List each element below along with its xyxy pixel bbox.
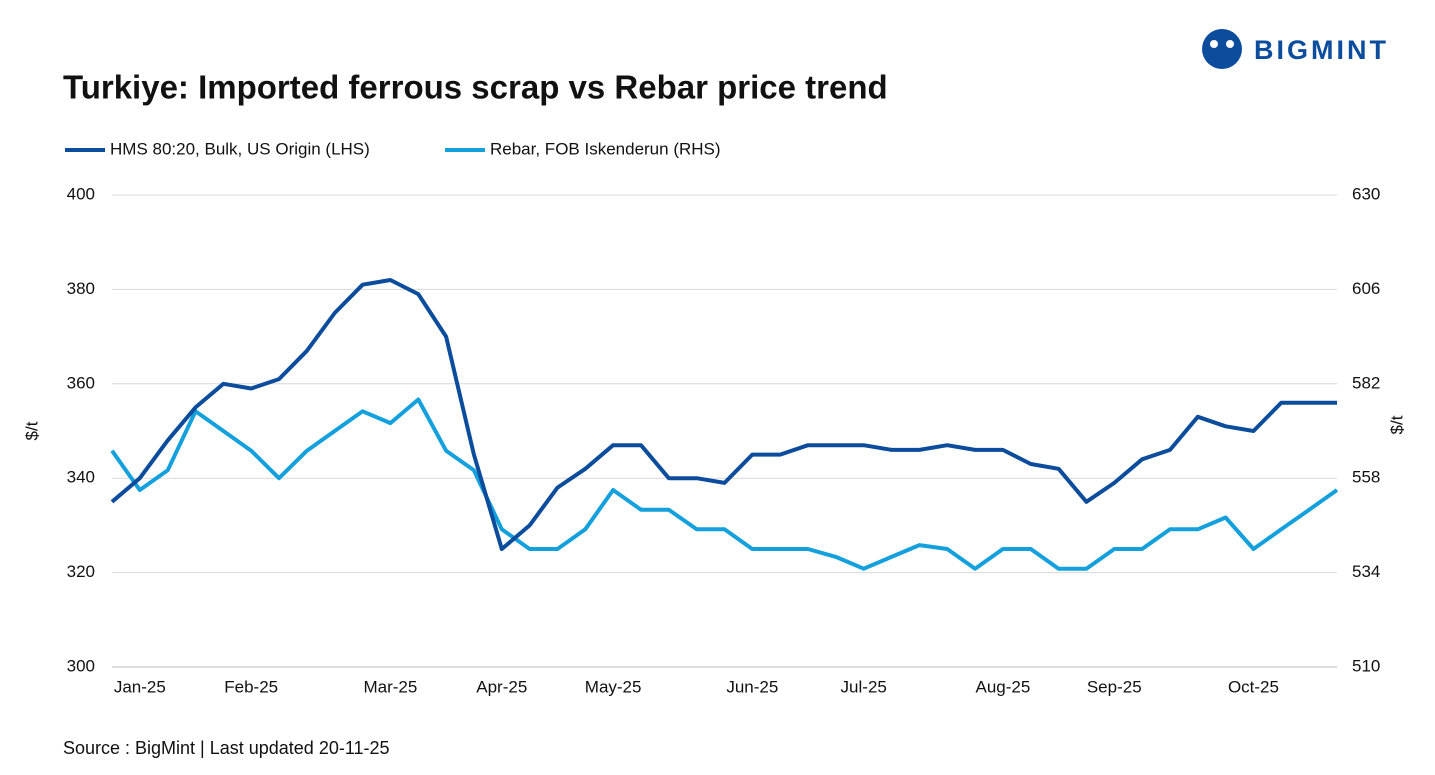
- x-tick-label: Jun-25: [726, 677, 778, 696]
- x-tick-label: Jan-25: [114, 677, 166, 696]
- logo: BIGMINT: [1202, 29, 1389, 69]
- x-tick-label: Jul-25: [841, 677, 887, 696]
- source: Source : BigMint | Last updated 20-11-25: [63, 738, 390, 758]
- y2-axis-label: $/t: [1387, 415, 1406, 434]
- y2-tick-label: 582: [1352, 373, 1380, 392]
- y-tick-label: 360: [67, 373, 95, 392]
- x-tick-label: Aug-25: [975, 677, 1030, 696]
- legend-label: Rebar, FOB Iskenderun (RHS): [490, 139, 721, 158]
- x-tick-label: Sep-25: [1087, 677, 1142, 696]
- legend-label: HMS 80:20, Bulk, US Origin (LHS): [110, 139, 370, 158]
- y-axis-label: $/t: [22, 421, 41, 440]
- series-line: [110, 397, 1339, 571]
- x-tick-label: Oct-25: [1228, 677, 1279, 696]
- logo-icon: [1202, 29, 1242, 69]
- y-tick-label: 320: [67, 562, 95, 581]
- x-tick-label: Apr-25: [476, 677, 527, 696]
- series-line: [110, 278, 1337, 551]
- x-tick-label: May-25: [585, 677, 642, 696]
- logo-text: BIGMINT: [1254, 35, 1389, 65]
- x-tick-label: Mar-25: [363, 677, 417, 696]
- y2-tick-label: 510: [1352, 656, 1380, 675]
- y2-tick-label: 630: [1352, 184, 1380, 203]
- x-tick-label: Feb-25: [224, 677, 278, 696]
- y-tick-label: 400: [67, 184, 95, 203]
- y2-tick-label: 534: [1352, 562, 1380, 581]
- chart-title: Turkiye: Imported ferrous scrap vs Rebar…: [63, 69, 888, 106]
- y-tick-label: 300: [67, 656, 95, 675]
- y2-tick-label: 606: [1352, 279, 1380, 298]
- y-tick-label: 380: [67, 279, 95, 298]
- y2-tick-label: 558: [1352, 468, 1380, 487]
- logo-icon-dot: [1226, 40, 1234, 48]
- y-tick-label: 340: [67, 468, 95, 487]
- logo-icon-dot: [1210, 40, 1218, 48]
